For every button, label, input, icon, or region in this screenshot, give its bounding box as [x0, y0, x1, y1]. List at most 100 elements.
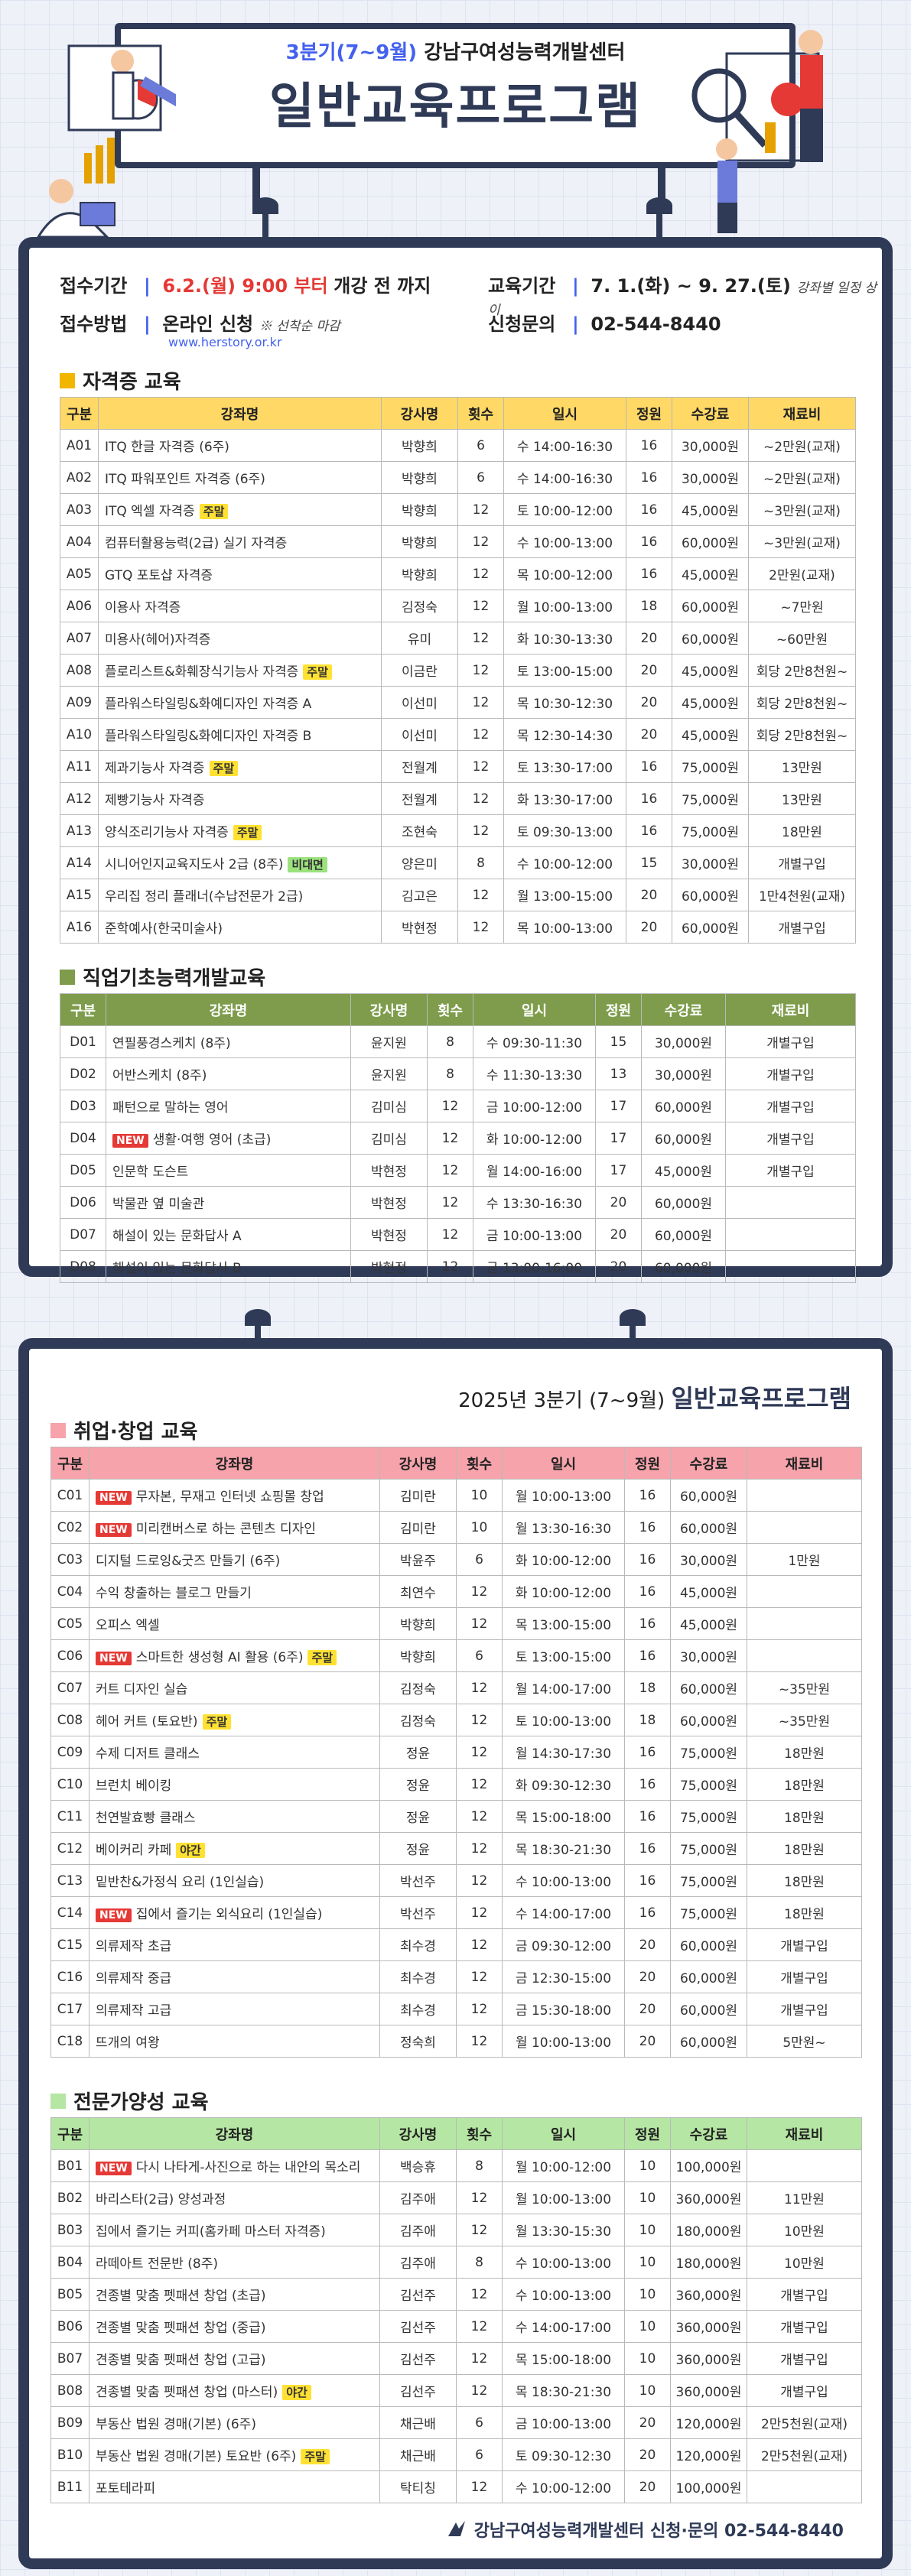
session-count: 6	[457, 429, 504, 462]
tuition-fee: 120,000원	[670, 2406, 747, 2439]
course-name-text: ITQ 엑셀 자격증	[105, 504, 195, 519]
table-row: B08 견종별 맞춤 펫패션 창업 (마스터) 야간 김선주 12 목 18:30-21:…	[50, 2374, 862, 2407]
instructor: 김주애	[379, 2246, 457, 2279]
column-header: 수강료	[670, 2117, 747, 2150]
course-name: 바리스타(2급) 양성과정	[89, 2181, 380, 2214]
column-header: 구분	[60, 397, 99, 430]
schedule: 수 10:00-12:00	[503, 846, 626, 879]
course-name-text: 수익 창출하는 블로그 만들기	[96, 1586, 252, 1601]
session-count: 10	[456, 1479, 503, 1512]
course-code: A02	[60, 461, 99, 494]
session-count: 12	[427, 1186, 473, 1219]
course-code: A05	[60, 557, 99, 590]
schedule: 화 10:00-12:00	[473, 1122, 596, 1155]
schedule: 화 10:00-12:00	[502, 1575, 625, 1608]
tuition-fee: 60,000원	[641, 1090, 726, 1122]
course-name-text: 브런치 베이킹	[96, 1779, 172, 1794]
course-name-text: 견종별 맞춤 펫패션 창업 (초급)	[96, 2289, 266, 2304]
table-body: B01 NEW 다시 나타게-사진으로 하는 내안의 목소리 백승휴 8 월 10:00-…	[50, 2149, 862, 2503]
material-fee	[725, 1186, 856, 1219]
course-name-text: 집에서 즐기는 외식요리 (1인실습)	[135, 1907, 323, 1922]
table-row: C09 수제 디저트 클래스 정윤 12 월 14:30-17:30 16 75,000원 1…	[50, 1736, 862, 1769]
instructor: 최연수	[379, 1575, 457, 1608]
course-name-text: 밑반찬&가정식 요리 (1인실습)	[96, 1875, 265, 1890]
instructor: 정윤	[379, 1736, 457, 1769]
session-count: 12	[457, 686, 504, 719]
edu-period-note: 강좌별 일정 상이	[488, 281, 877, 318]
instructor: 박향희	[381, 429, 458, 462]
capacity: 20	[626, 622, 672, 655]
capacity: 10	[624, 2181, 671, 2214]
session-count: 12	[457, 622, 504, 655]
course-code: C09	[50, 1736, 89, 1769]
material-fee	[747, 1511, 862, 1544]
course-name: 포토테라피	[89, 2470, 380, 2503]
course-name: NEW 무자본, 무재고 인터넷 쇼핑몰 창업	[89, 1479, 380, 1512]
course-code: C05	[50, 1607, 89, 1640]
course-name: NEW 스마트한 생성형 AI 활용 (6주) 주말	[89, 1639, 380, 1672]
tuition-fee: 360,000원	[670, 2342, 747, 2375]
course-name: 의류제작 고급	[89, 1993, 380, 2025]
column-header: 정원	[624, 2117, 671, 2150]
new-badge: NEW	[112, 1134, 148, 1148]
tuition-fee: 60,000원	[672, 622, 749, 655]
website-link[interactable]: www.herstory.or.kr	[168, 335, 282, 349]
schedule: 월 13:30-15:30	[502, 2214, 625, 2246]
session-count: 12	[457, 879, 504, 911]
capacity: 18	[626, 590, 672, 622]
session-count: 8	[456, 2149, 503, 2182]
course-code: A01	[60, 429, 99, 462]
schedule: 토 10:00-12:00	[503, 493, 626, 526]
course-code: C11	[50, 1800, 89, 1833]
session-count: 12	[456, 1768, 503, 1801]
tuition-fee: 75,000원	[670, 1896, 747, 1929]
table-row: A03 ITQ 엑셀 자격증 주말 박향희 12 토 10:00-12:00 16 45,00…	[60, 493, 856, 526]
tuition-fee: 60,000원	[641, 1218, 726, 1251]
course-badge: 야간	[282, 2385, 311, 2400]
course-name: 박물관 옆 미술관	[106, 1186, 351, 1219]
material-fee	[747, 1575, 862, 1608]
capacity: 17	[595, 1154, 642, 1187]
board-leg	[252, 167, 260, 213]
course-name: 오피스 엑셀	[89, 1607, 380, 1640]
schedule: 수 09:30-11:30	[473, 1025, 596, 1058]
new-badge: NEW	[96, 1908, 132, 1922]
course-name: 의류제작 중급	[89, 1960, 380, 1993]
instructor: 박현정	[381, 911, 458, 944]
session-count: 6	[456, 1639, 503, 1672]
course-name: 견종별 맞춤 펫패션 창업 (초급)	[89, 2278, 380, 2311]
tuition-fee: 360,000원	[670, 2181, 747, 2214]
material-fee	[725, 1250, 856, 1283]
course-name-text: 집에서 즐기는 커피(홈카페 마스터 자격증)	[96, 2224, 326, 2240]
session-count: 12	[456, 2342, 503, 2375]
course-name-text: GTQ 포토샵 자격증	[105, 568, 213, 583]
instructor: 최수경	[379, 1960, 457, 1993]
instructor: 박향희	[381, 461, 458, 494]
table-row: C18 뜨개의 여왕 정숙희 12 월 10:00-13:00 20 60,000원 5만원~	[50, 2025, 862, 2058]
table-row: C08 헤어 커트 (토요반) 주말 김정숙 12 토 10:00-13:00 18 60,0…	[50, 1704, 862, 1736]
session-count: 12	[457, 782, 504, 815]
course-code: D08	[60, 1250, 106, 1283]
session-count: 12	[456, 1736, 503, 1769]
course-name-text: 인문학 도슨트	[112, 1165, 189, 1180]
table-row: C05 오피스 엑셀 박향희 12 목 13:00-15:00 16 45,000원	[50, 1607, 862, 1640]
schedule: 화 13:30-17:00	[503, 782, 626, 815]
session-count: 6	[457, 461, 504, 494]
square-icon	[50, 1422, 66, 1438]
course-code: A11	[60, 750, 99, 783]
material-fee: 18만원	[747, 1800, 862, 1833]
section-title-job-basic: 직업기초능력개발교육	[60, 963, 265, 991]
table-row: C01 NEW 무자본, 무재고 인터넷 쇼핑몰 창업 김미란 10 월 10:00-13…	[50, 1479, 862, 1512]
material-fee: 2만5천원(교재)	[747, 2406, 862, 2439]
capacity: 16	[624, 1832, 671, 1865]
instructor: 김미란	[379, 1511, 457, 1544]
column-header: 횟수	[427, 993, 473, 1026]
divider: |	[143, 275, 151, 297]
apply-method: 접수방법 | 온라인 신청 ※ 선착순 마감	[60, 309, 340, 336]
course-name-text: 스마트한 생성형 AI 활용 (6주)	[135, 1650, 304, 1665]
course-code: D05	[60, 1154, 106, 1187]
session-count: 6	[456, 2438, 503, 2471]
capacity: 16	[626, 461, 672, 494]
material-fee: 개별구입	[748, 846, 856, 879]
column-header: 정원	[626, 397, 672, 430]
